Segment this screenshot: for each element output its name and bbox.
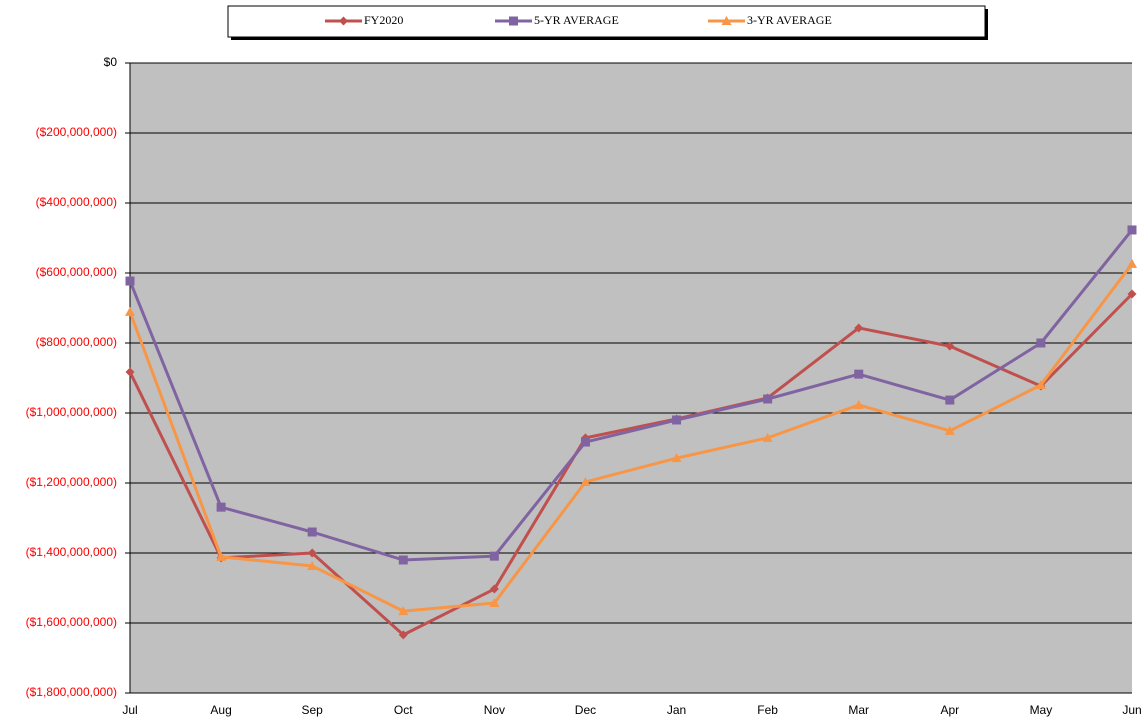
x-tick-label: May xyxy=(1030,703,1053,717)
data-point xyxy=(944,425,955,435)
data-point xyxy=(1127,289,1137,299)
data-point xyxy=(307,560,318,570)
data-point xyxy=(489,584,499,594)
data-point xyxy=(216,502,226,512)
data-point xyxy=(398,606,409,616)
x-tick-label: Dec xyxy=(575,703,596,717)
plot-area xyxy=(130,63,1132,693)
y-tick-label: ($1,800,000,000) xyxy=(26,685,117,699)
x-tick-label: Oct xyxy=(394,703,413,717)
data-point xyxy=(1035,380,1046,389)
y-tick-label: ($1,200,000,000) xyxy=(26,475,117,489)
x-tick-label: Aug xyxy=(210,703,231,717)
data-point xyxy=(580,437,590,447)
legend-marker xyxy=(509,16,518,26)
data-point xyxy=(762,432,773,442)
legend-label: 3-YR AVERAGE xyxy=(747,13,832,27)
data-point xyxy=(307,527,317,537)
y-tick-label: ($400,000,000) xyxy=(36,195,117,209)
y-tick-label: ($200,000,000) xyxy=(36,125,117,139)
y-tick-label: ($1,400,000,000) xyxy=(26,545,117,559)
x-tick-label: Nov xyxy=(484,703,505,717)
legend: FY2020 5-YR AVERAGE 3-YR AVERAGE xyxy=(325,13,832,27)
data-point xyxy=(763,394,773,404)
series-line xyxy=(128,262,1134,613)
legend-marker xyxy=(339,16,348,26)
data-point xyxy=(854,369,864,379)
x-tick-label: Feb xyxy=(757,703,778,717)
y-tick-label: ($1,000,000,000) xyxy=(26,405,117,419)
x-tick-label: Mar xyxy=(848,703,869,717)
y-tick-label: ($600,000,000) xyxy=(36,265,117,279)
x-tick-label: Jan xyxy=(667,703,686,717)
data-point xyxy=(1127,258,1137,268)
data-point xyxy=(125,306,135,316)
data-point xyxy=(854,323,864,333)
data-point xyxy=(672,415,682,425)
data-point xyxy=(853,399,864,409)
data-point xyxy=(945,341,955,351)
data-point xyxy=(125,276,135,286)
data-point xyxy=(580,476,591,486)
legend-label: FY2020 xyxy=(364,13,403,27)
data-point xyxy=(398,630,408,640)
x-tick-label: Apr xyxy=(940,703,959,717)
data-point xyxy=(489,598,500,608)
data-point xyxy=(216,551,227,561)
data-point xyxy=(307,548,317,558)
data-point xyxy=(671,453,682,463)
data-point xyxy=(1036,338,1046,348)
series-line xyxy=(128,292,1134,637)
y-tick-label: ($1,600,000,000) xyxy=(26,615,117,629)
legend-marker xyxy=(721,16,732,25)
x-tick-label: Jul xyxy=(122,703,137,717)
x-tick-label: Jun xyxy=(1122,703,1141,717)
y-tick-label: $0 xyxy=(104,55,118,69)
data-point xyxy=(398,555,408,565)
legend-label: 5-YR AVERAGE xyxy=(534,13,619,27)
x-tick-label: Sep xyxy=(302,703,324,717)
y-tick-label: ($800,000,000) xyxy=(36,335,117,349)
data-point xyxy=(125,367,135,377)
series-line xyxy=(128,229,1134,562)
data-point xyxy=(945,395,955,405)
data-point xyxy=(489,551,499,561)
data-point xyxy=(1127,225,1137,235)
